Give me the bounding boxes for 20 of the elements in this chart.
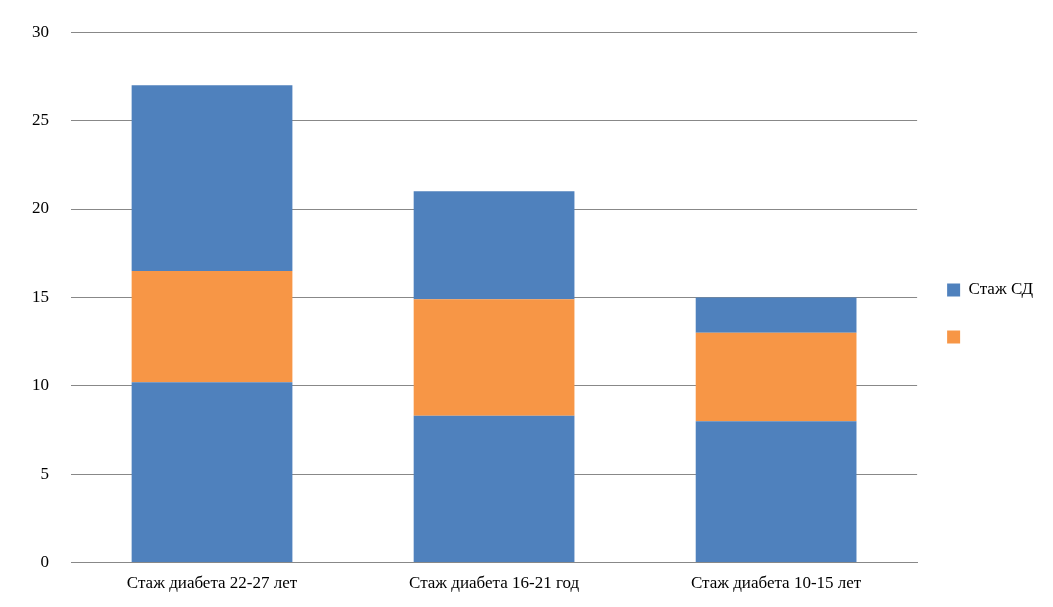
bar [131, 85, 293, 271]
x-tick-label: Стаж диабета 16-21 год [409, 573, 580, 593]
y-tick-label: 5 [40, 463, 49, 483]
y-tick-label: 15 [32, 286, 49, 306]
legend-label: Стаж СД [968, 279, 1034, 299]
y-tick-label: 10 [32, 375, 49, 395]
y-tick-label: 25 [32, 110, 49, 130]
y-tick-label: 0 [40, 552, 49, 572]
bar [413, 415, 575, 563]
bar [131, 382, 293, 563]
bar [131, 270, 293, 383]
bar [695, 332, 857, 422]
x-tick-label: Стаж диабета 22-27 лет [126, 573, 298, 593]
bar [695, 421, 857, 563]
x-tick-label: Стаж диабета 10-15 лет [690, 573, 862, 593]
bar [413, 191, 575, 300]
bar [413, 299, 575, 416]
bar [695, 297, 857, 333]
y-tick-label: 30 [32, 21, 49, 41]
y-tick-label: 20 [32, 198, 49, 218]
